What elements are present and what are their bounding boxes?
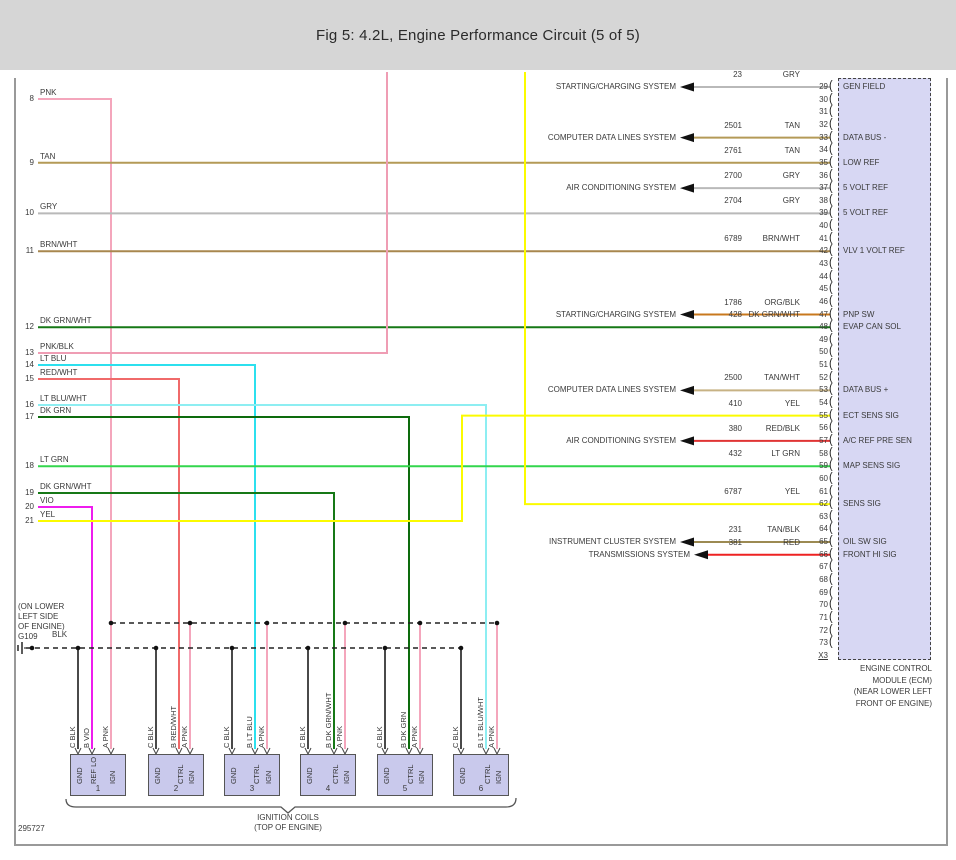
wire-dkgrnwht-pin19 [38,492,335,749]
ground-bus-dot [29,645,35,651]
coil4-terminal-arc-C [304,747,312,755]
splice-dot [108,620,114,626]
splice-dot [494,620,500,626]
system-ref-arrow-pin65 [680,537,694,547]
splice-dot [187,620,193,626]
coil5-terminal-arc-A [416,747,424,755]
frame-bottom-border [14,844,948,846]
coil3-terminal-arc-B [251,747,259,755]
coil5-terminal-arc-B [405,747,413,755]
system-ref-arrow-pin47 [680,310,694,319]
wire-pnkblk-pin13 [38,72,388,354]
coil6-terminal-arc-C [457,747,465,755]
splice-dot [229,645,235,651]
ignition-coil-box-2 [148,754,204,796]
ignition-coils-bracket [65,797,517,814]
splice-dot [75,645,81,651]
splice-dot [153,645,159,651]
wire-pnk-pin8 [38,98,112,623]
splice-dot [305,645,311,651]
system-ref-arrow-pin57 [680,436,694,446]
coil3-terminal-arc-C [228,747,236,755]
coil6-terminal-arc-A [493,747,501,755]
wire-yel-pin21 [38,414,830,522]
wire-ltbluwht-pin16 [38,404,487,749]
ignition-coil-box-6 [453,754,509,796]
coil1-terminal-arc-C [74,747,82,755]
wire-dkgrn-pin17 [38,416,410,749]
coil4-terminal-arc-A [341,747,349,755]
splice-dot [382,645,388,651]
system-ref-arrow-pin33 [680,133,694,143]
system-ref-arrow-pin37 [680,183,694,193]
title-bar: Fig 5: 4.2L, Engine Performance Circuit … [0,0,956,70]
coil2-terminal-arc-C [152,747,160,755]
coil1-terminal-arc-A [107,747,115,755]
splice-dot [342,620,348,626]
splice-dot [264,620,270,626]
system-ref-arrow-pin66 [694,550,708,560]
wire-ltblu-pin14 [38,364,256,749]
figure-title: Fig 5: 4.2L, Engine Performance Circuit … [316,26,640,44]
splice-dot [417,620,423,626]
frame-right-border [946,78,948,845]
coil6-terminal-arc-B [482,747,490,755]
coil5-terminal-arc-C [381,747,389,755]
ignition-coil-box-1 [70,754,126,796]
coil2-terminal-arc-A [186,747,194,755]
ignition-coil-box-5 [377,754,433,796]
system-ref-arrow-pin53 [680,385,694,395]
wire-yel-top-to-pin62 [524,72,830,506]
wire-vio-pin20 [38,506,93,749]
wire-redwht-pin15 [38,378,180,749]
coil4-terminal-arc-B [330,747,338,755]
system-ref-arrow-pin29 [680,82,694,92]
frame-left-border [14,78,16,845]
splice-dot [458,645,464,651]
ignition-coil-box-3 [224,754,280,796]
ecm-box [838,78,931,660]
coil3-terminal-arc-A [263,747,271,755]
coil2-terminal-arc-B [175,747,183,755]
coil1-terminal-arc-B [88,747,96,755]
ignition-coil-box-4 [300,754,356,796]
